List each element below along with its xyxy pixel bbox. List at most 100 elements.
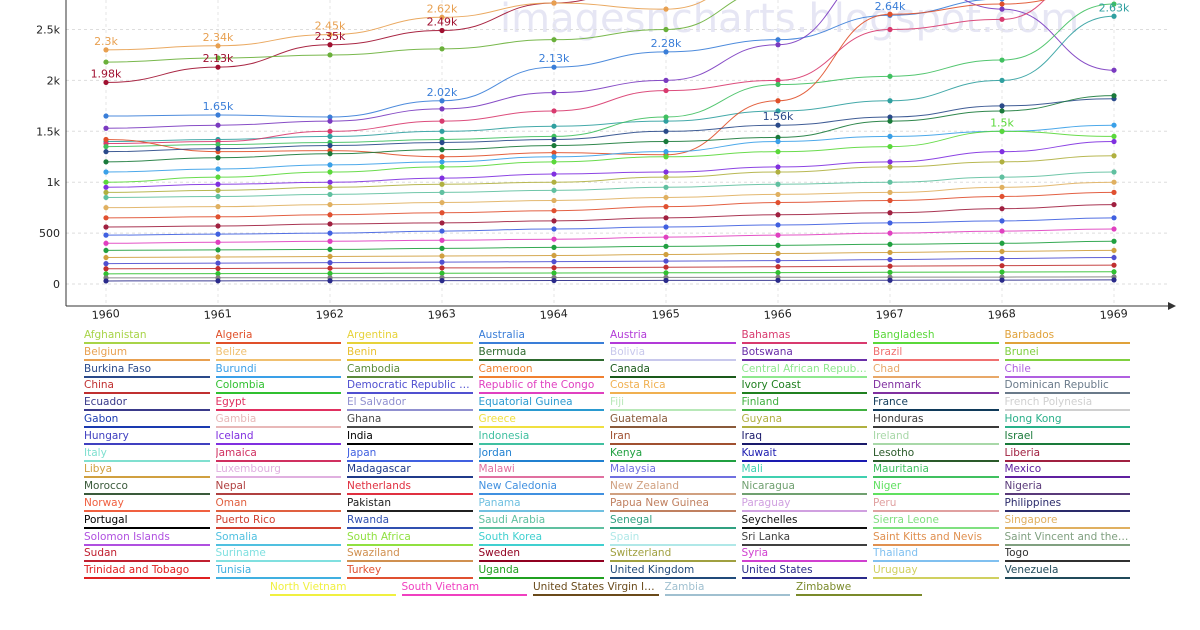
- legend-item[interactable]: El Salvador: [347, 395, 479, 412]
- legend-item[interactable]: Thailand: [873, 546, 1005, 563]
- legend-item[interactable]: Spain: [610, 530, 742, 547]
- legend-item[interactable]: Austria: [610, 328, 742, 345]
- legend-item[interactable]: Guatemala: [610, 412, 742, 429]
- legend-item[interactable]: Central African Republic: [741, 362, 874, 379]
- legend-item[interactable]: Somalia: [215, 530, 348, 547]
- legend-item[interactable]: Gambia: [215, 412, 348, 429]
- legend-item[interactable]: Sierra Leone: [873, 513, 1005, 530]
- legend-item[interactable]: Chile: [1004, 362, 1137, 379]
- legend-item[interactable]: Uruguay: [873, 563, 1005, 580]
- legend-item[interactable]: Barbados: [1004, 328, 1137, 345]
- legend-item[interactable]: Bangladesh: [873, 328, 1005, 345]
- legend-item[interactable]: Sudan: [84, 546, 216, 563]
- legend-item[interactable]: Rwanda: [347, 513, 479, 530]
- legend-item[interactable]: Iceland: [215, 429, 348, 446]
- legend-item[interactable]: Fiji: [610, 395, 742, 412]
- legend-item[interactable]: South Vietnam: [401, 580, 534, 597]
- legend-item[interactable]: Syria: [741, 546, 874, 563]
- legend-item[interactable]: Bermuda: [478, 345, 611, 362]
- legend-item[interactable]: Iran: [610, 429, 742, 446]
- legend-item[interactable]: Algeria: [215, 328, 348, 345]
- legend-item[interactable]: Australia: [478, 328, 611, 345]
- legend-item[interactable]: Philippines: [1004, 496, 1137, 513]
- legend-item[interactable]: Ghana: [347, 412, 479, 429]
- legend-item[interactable]: Kuwait: [741, 446, 874, 463]
- legend-item[interactable]: Italy: [84, 446, 216, 463]
- legend-item[interactable]: Seychelles: [741, 513, 874, 530]
- legend-item[interactable]: North Vietnam: [270, 580, 402, 597]
- legend-item[interactable]: Benin: [347, 345, 479, 362]
- legend-item[interactable]: Hungary: [84, 429, 216, 446]
- legend-item[interactable]: Panama: [478, 496, 611, 513]
- legend-item[interactable]: Gabon: [84, 412, 216, 429]
- legend-item[interactable]: French Polynesia: [1004, 395, 1137, 412]
- legend-item[interactable]: Nepal: [215, 479, 348, 496]
- legend-item[interactable]: Trinidad and Tobago: [84, 563, 216, 580]
- legend-item[interactable]: Argentina: [347, 328, 479, 345]
- legend-item[interactable]: Dominican Republic: [1004, 378, 1137, 395]
- legend-item[interactable]: Luxembourg: [215, 462, 348, 479]
- legend-item[interactable]: Jordan: [478, 446, 611, 463]
- legend-item[interactable]: Tunisia: [215, 563, 348, 580]
- legend-item[interactable]: South Africa: [347, 530, 479, 547]
- legend-item[interactable]: United States: [741, 563, 874, 580]
- legend-item[interactable]: Republic of the Congo: [478, 378, 611, 395]
- legend-item[interactable]: Belize: [215, 345, 348, 362]
- legend-item[interactable]: Norway: [84, 496, 216, 513]
- legend-item[interactable]: France: [873, 395, 1005, 412]
- legend-item[interactable]: Libya: [84, 462, 216, 479]
- legend-item[interactable]: Mali: [741, 462, 874, 479]
- legend-item[interactable]: Brunei: [1004, 345, 1137, 362]
- legend-item[interactable]: Puerto Rico: [215, 513, 348, 530]
- legend-item[interactable]: Burundi: [215, 362, 348, 379]
- legend-item[interactable]: Equatorial Guinea: [478, 395, 611, 412]
- legend-item[interactable]: Singapore: [1004, 513, 1137, 530]
- legend-item[interactable]: Pakistan: [347, 496, 479, 513]
- legend-item[interactable]: China: [84, 378, 216, 395]
- legend-item[interactable]: Costa Rica: [610, 378, 742, 395]
- legend-item[interactable]: South Korea: [478, 530, 611, 547]
- legend-item[interactable]: Mauritania: [873, 462, 1005, 479]
- legend-item[interactable]: Zimbabwe: [796, 580, 928, 597]
- legend-item[interactable]: Hong Kong: [1004, 412, 1137, 429]
- legend-item[interactable]: Peru: [873, 496, 1005, 513]
- legend-item[interactable]: Venezuela: [1004, 563, 1137, 580]
- legend-item[interactable]: Afghanistan: [84, 328, 216, 345]
- legend-item[interactable]: Ivory Coast: [741, 378, 874, 395]
- legend-item[interactable]: Togo: [1004, 546, 1137, 563]
- legend-item[interactable]: Jamaica: [215, 446, 348, 463]
- legend-item[interactable]: Iraq: [741, 429, 874, 446]
- legend-item[interactable]: Cambodia: [347, 362, 479, 379]
- legend-item[interactable]: Lesotho: [873, 446, 1005, 463]
- legend-item[interactable]: Cameroon: [478, 362, 611, 379]
- legend-item[interactable]: Greece: [478, 412, 611, 429]
- legend-item[interactable]: New Caledonia: [478, 479, 611, 496]
- legend-item[interactable]: Burkina Faso: [84, 362, 216, 379]
- legend-item[interactable]: Guyana: [741, 412, 874, 429]
- legend-item[interactable]: Bahamas: [741, 328, 874, 345]
- legend-item[interactable]: Indonesia: [478, 429, 611, 446]
- legend-item[interactable]: Netherlands: [347, 479, 479, 496]
- legend-item[interactable]: Chad: [873, 362, 1005, 379]
- legend-item[interactable]: Malawi: [478, 462, 611, 479]
- legend-item[interactable]: Papua New Guinea: [610, 496, 742, 513]
- legend-item[interactable]: New Zealand: [610, 479, 742, 496]
- legend-item[interactable]: Brazil: [873, 345, 1005, 362]
- legend-item[interactable]: Democratic Republic of the Congo: [347, 378, 479, 395]
- legend-item[interactable]: Canada: [610, 362, 742, 379]
- legend-item[interactable]: Paraguay: [741, 496, 874, 513]
- legend-item[interactable]: Malaysia: [610, 462, 742, 479]
- legend-item[interactable]: United Kingdom: [610, 563, 742, 580]
- legend-item[interactable]: Turkey: [347, 563, 479, 580]
- legend-item[interactable]: Kenya: [610, 446, 742, 463]
- legend-item[interactable]: Portugal: [84, 513, 216, 530]
- legend-item[interactable]: Uganda: [478, 563, 611, 580]
- legend-item[interactable]: Sweden: [478, 546, 611, 563]
- legend-item[interactable]: Denmark: [873, 378, 1005, 395]
- legend-item[interactable]: Nigeria: [1004, 479, 1137, 496]
- legend-item[interactable]: Solomon Islands: [84, 530, 216, 547]
- legend-item[interactable]: Liberia: [1004, 446, 1137, 463]
- legend-item[interactable]: Bolivia: [610, 345, 742, 362]
- legend-item[interactable]: Suriname: [215, 546, 348, 563]
- legend-item[interactable]: India: [347, 429, 479, 446]
